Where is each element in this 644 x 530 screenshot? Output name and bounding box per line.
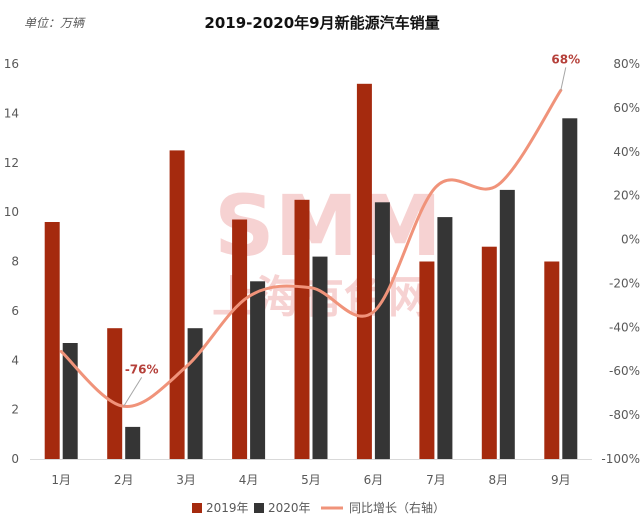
bar-series-2019 <box>107 328 123 459</box>
y-left-tick-label: 4 <box>11 353 19 367</box>
y-right-tick-label: 40% <box>613 145 640 159</box>
y-left-tick-label: 2 <box>11 403 19 417</box>
y-right-tick-label: 20% <box>613 189 640 203</box>
y-left-tick-label: 6 <box>11 304 19 318</box>
unit-label: 单位：万辆 <box>24 16 86 30</box>
bar-series-2020 <box>62 343 78 459</box>
bars <box>44 83 578 460</box>
annotation-label: -76% <box>125 362 159 376</box>
x-tick-label: 6月 <box>364 473 384 487</box>
annotations: -76% 68% <box>123 52 580 407</box>
growth-line <box>59 88 563 408</box>
chart-title: 2019-2020年9月新能源汽车销量 <box>204 14 439 32</box>
y-right-tick-label: 0% <box>621 233 640 247</box>
y-left-tick-label: 8 <box>11 255 19 269</box>
y-right-tick-label: -100% <box>601 452 640 466</box>
bar-series-2020 <box>562 118 578 460</box>
y-right-tick-label: -40% <box>609 320 640 334</box>
bar-series-2019 <box>481 246 497 459</box>
bar-series-2019 <box>356 83 372 460</box>
bar-series-2020 <box>250 281 266 460</box>
y-right-tick-label: -60% <box>609 364 640 378</box>
y-left-tick-label: 10 <box>4 205 19 219</box>
x-tick-label: 7月 <box>426 473 446 487</box>
y-left-tick-label: 12 <box>4 156 19 170</box>
watermark-main: SMM <box>214 177 442 275</box>
legend-swatch <box>254 503 264 513</box>
bar-series-2020 <box>437 217 453 459</box>
x-tick-label: 4月 <box>239 473 259 487</box>
x-tick-label: 8月 <box>489 473 509 487</box>
bar-series-2019 <box>169 150 185 459</box>
legend-label: 2020年 <box>268 501 311 515</box>
annotation-leader <box>560 67 567 91</box>
y-left-tick-label: 0 <box>11 452 19 466</box>
bar-series-2020 <box>125 426 141 459</box>
x-tick-label: 2月 <box>114 473 134 487</box>
bar-series-2020 <box>312 256 328 459</box>
bar-series-2019 <box>232 219 248 459</box>
legend-label: 同比增长（右轴） <box>349 500 445 515</box>
y-right-tick-label: 80% <box>613 57 640 71</box>
bar-series-2019 <box>294 199 310 460</box>
bar-series-2020 <box>187 328 203 459</box>
bar-series-2019 <box>544 261 560 459</box>
x-tick-label: 9月 <box>551 473 571 487</box>
annotation-leader <box>123 377 143 407</box>
legend: 2019年 2020年 同比增长（右轴） <box>192 500 445 515</box>
y-left-tick-label: 14 <box>4 106 19 120</box>
axes: 0 2 4 6 8 10 12 14 16 -100% -80% -60% -40% -20% 0% 20% 4… <box>4 57 640 487</box>
y-left-tick-label: 16 <box>4 57 19 71</box>
growth-line-layer <box>59 88 563 408</box>
y-right-tick-label: -80% <box>609 408 640 422</box>
x-tick-label: 5月 <box>301 473 321 487</box>
x-tick-label: 3月 <box>176 473 196 487</box>
y-right-tick-label: -20% <box>609 276 640 290</box>
annotation-label: 68% <box>551 52 580 66</box>
bar-series-2020 <box>499 189 515 459</box>
x-tick-label: 1月 <box>51 473 71 487</box>
bar-series-2019 <box>44 222 60 459</box>
y-right-tick-label: 60% <box>613 101 640 115</box>
legend-label: 2019年 <box>206 501 249 515</box>
legend-swatch <box>192 503 202 513</box>
bar-series-2019 <box>419 261 435 459</box>
bar-series-2020 <box>374 202 390 460</box>
